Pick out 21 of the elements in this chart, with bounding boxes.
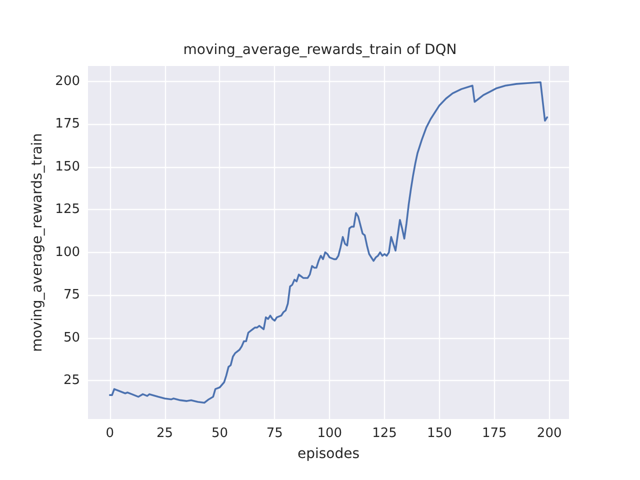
x-tick-label: 150	[427, 426, 452, 441]
x-tick-label: 0	[106, 426, 114, 441]
line-series	[108, 81, 548, 404]
x-tick-label: 200	[536, 426, 562, 441]
y-axis-title: moving_average_rewards_train	[29, 133, 46, 352]
y-tick-label: 75	[63, 288, 80, 303]
x-tick-label: 175	[482, 426, 507, 441]
x-tick-label: 125	[372, 426, 397, 441]
y-tick-label: 50	[63, 330, 80, 346]
chart-title: moving_average_rewards_train of DQN	[183, 42, 457, 58]
y-tick-label: 175	[55, 116, 80, 132]
y-tick-label: 25	[63, 373, 80, 388]
x-axis-title: episodes	[297, 446, 360, 462]
x-tick-label: 100	[317, 426, 342, 441]
x-tick-label: 50	[211, 426, 228, 441]
x-tick-label: 25	[156, 426, 174, 441]
y-tick-label: 200	[55, 74, 80, 89]
y-tick-label: 100	[55, 244, 80, 260]
x-tick-label: 75	[266, 426, 283, 441]
y-tick-label: 150	[55, 159, 80, 174]
y-tick-label: 125	[55, 202, 80, 218]
